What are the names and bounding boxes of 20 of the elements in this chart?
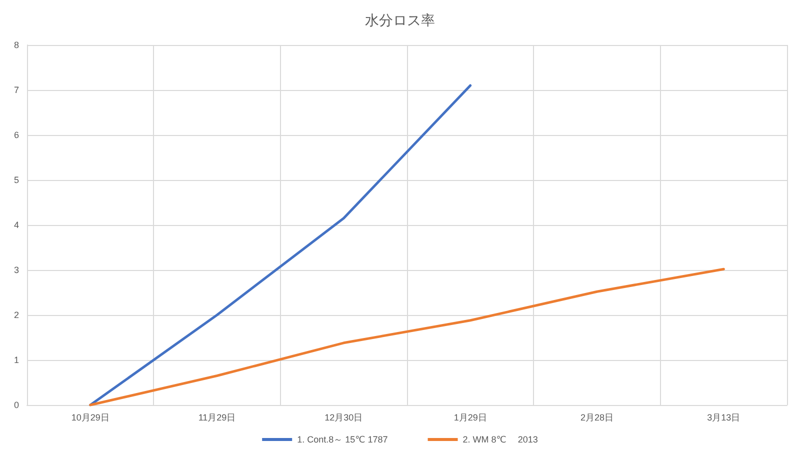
y-tick-label: 8 xyxy=(14,40,19,50)
x-tick-label: 3月13日 xyxy=(707,412,740,422)
y-tick-label: 4 xyxy=(14,220,19,230)
x-tick-label: 12月30日 xyxy=(324,412,363,422)
y-tick-label: 6 xyxy=(14,130,19,140)
x-tick-label: 11月29日 xyxy=(198,412,236,422)
y-tick-label: 2 xyxy=(14,310,19,320)
chart-title: 水分ロス率 xyxy=(365,12,435,28)
line-series xyxy=(89,268,725,406)
legend-label: 2. WM 8℃ 2013 xyxy=(462,434,538,444)
y-tick-label: 1 xyxy=(14,355,19,365)
x-tick-label: 1月29日 xyxy=(454,412,487,422)
x-tick-label: 10月29日 xyxy=(71,412,110,422)
y-tick-label: 3 xyxy=(14,265,19,275)
x-tick-label: 2月28日 xyxy=(580,412,614,422)
line-series xyxy=(89,84,472,406)
y-tick-label: 5 xyxy=(14,175,19,185)
y-tick-label: 0 xyxy=(14,400,19,410)
y-tick-label: 7 xyxy=(14,85,19,95)
legend-label: 1. Cont.8～ 15℃ 1787 xyxy=(297,434,388,444)
